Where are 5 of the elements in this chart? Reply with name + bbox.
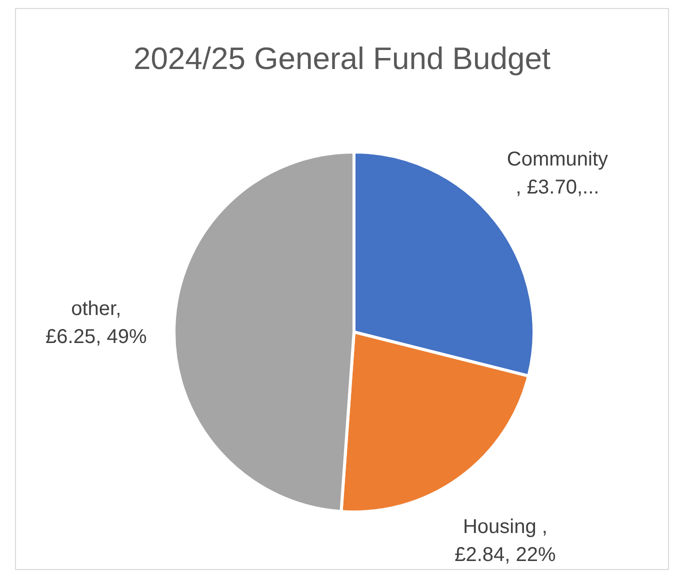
data-label: , £3.70,... bbox=[516, 176, 600, 198]
chart-title: 2024/25 General Fund Budget bbox=[132, 41, 552, 77]
slice-label: Community bbox=[506, 148, 608, 170]
slice-label: other, £6.25, 49% bbox=[46, 298, 147, 348]
slice-label: Housing , £2.84, 22% bbox=[454, 516, 556, 566]
